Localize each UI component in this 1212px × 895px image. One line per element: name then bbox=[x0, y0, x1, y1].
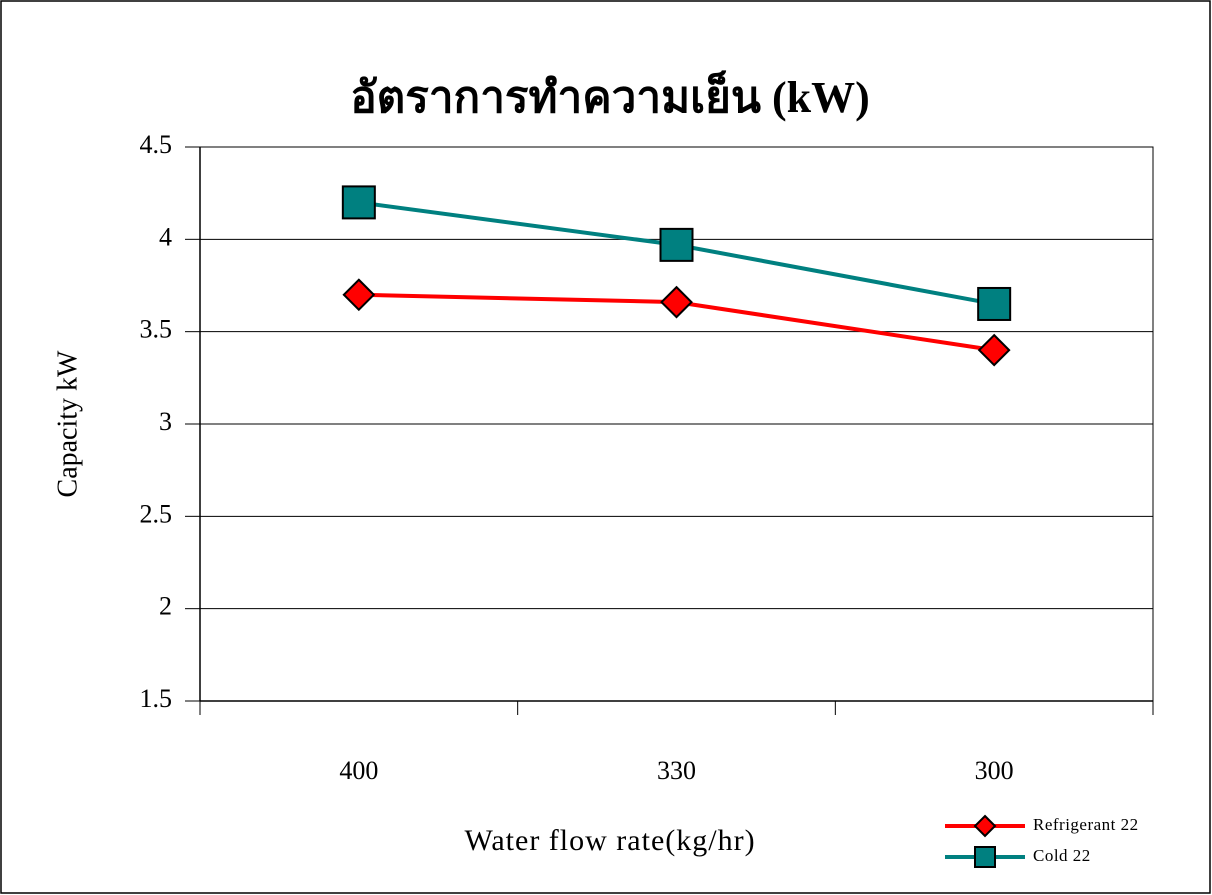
y-tick-label: 2 bbox=[159, 592, 172, 621]
legend-label: Cold 22 bbox=[1033, 846, 1091, 865]
y-tick-label: 2.5 bbox=[140, 499, 173, 528]
legend-marker bbox=[974, 846, 996, 868]
marker bbox=[342, 278, 376, 312]
y-tick-label: 3 bbox=[159, 407, 172, 436]
x-tick-label: 400 bbox=[339, 756, 378, 785]
legend-marker bbox=[973, 814, 997, 838]
x-tick-label: 330 bbox=[657, 756, 696, 785]
y-tick-label: 4.5 bbox=[140, 130, 173, 159]
y-tick-label: 1.5 bbox=[140, 684, 173, 713]
marker bbox=[659, 227, 694, 262]
y-tick-label: 3.5 bbox=[140, 315, 173, 344]
legend-label: Refrigerant 22 bbox=[1033, 815, 1139, 834]
y-tick-label: 4 bbox=[159, 222, 172, 251]
y-axis-title: Capacity kW bbox=[52, 350, 83, 498]
marker bbox=[341, 185, 376, 220]
marker bbox=[977, 286, 1012, 321]
marker bbox=[977, 333, 1011, 367]
x-tick-label: 300 bbox=[975, 756, 1014, 785]
chart-title: อัตราการทำความเย็น (kW) bbox=[350, 70, 870, 122]
x-axis-title: Water flow rate(kg/hr) bbox=[464, 824, 755, 857]
marker bbox=[660, 285, 693, 319]
